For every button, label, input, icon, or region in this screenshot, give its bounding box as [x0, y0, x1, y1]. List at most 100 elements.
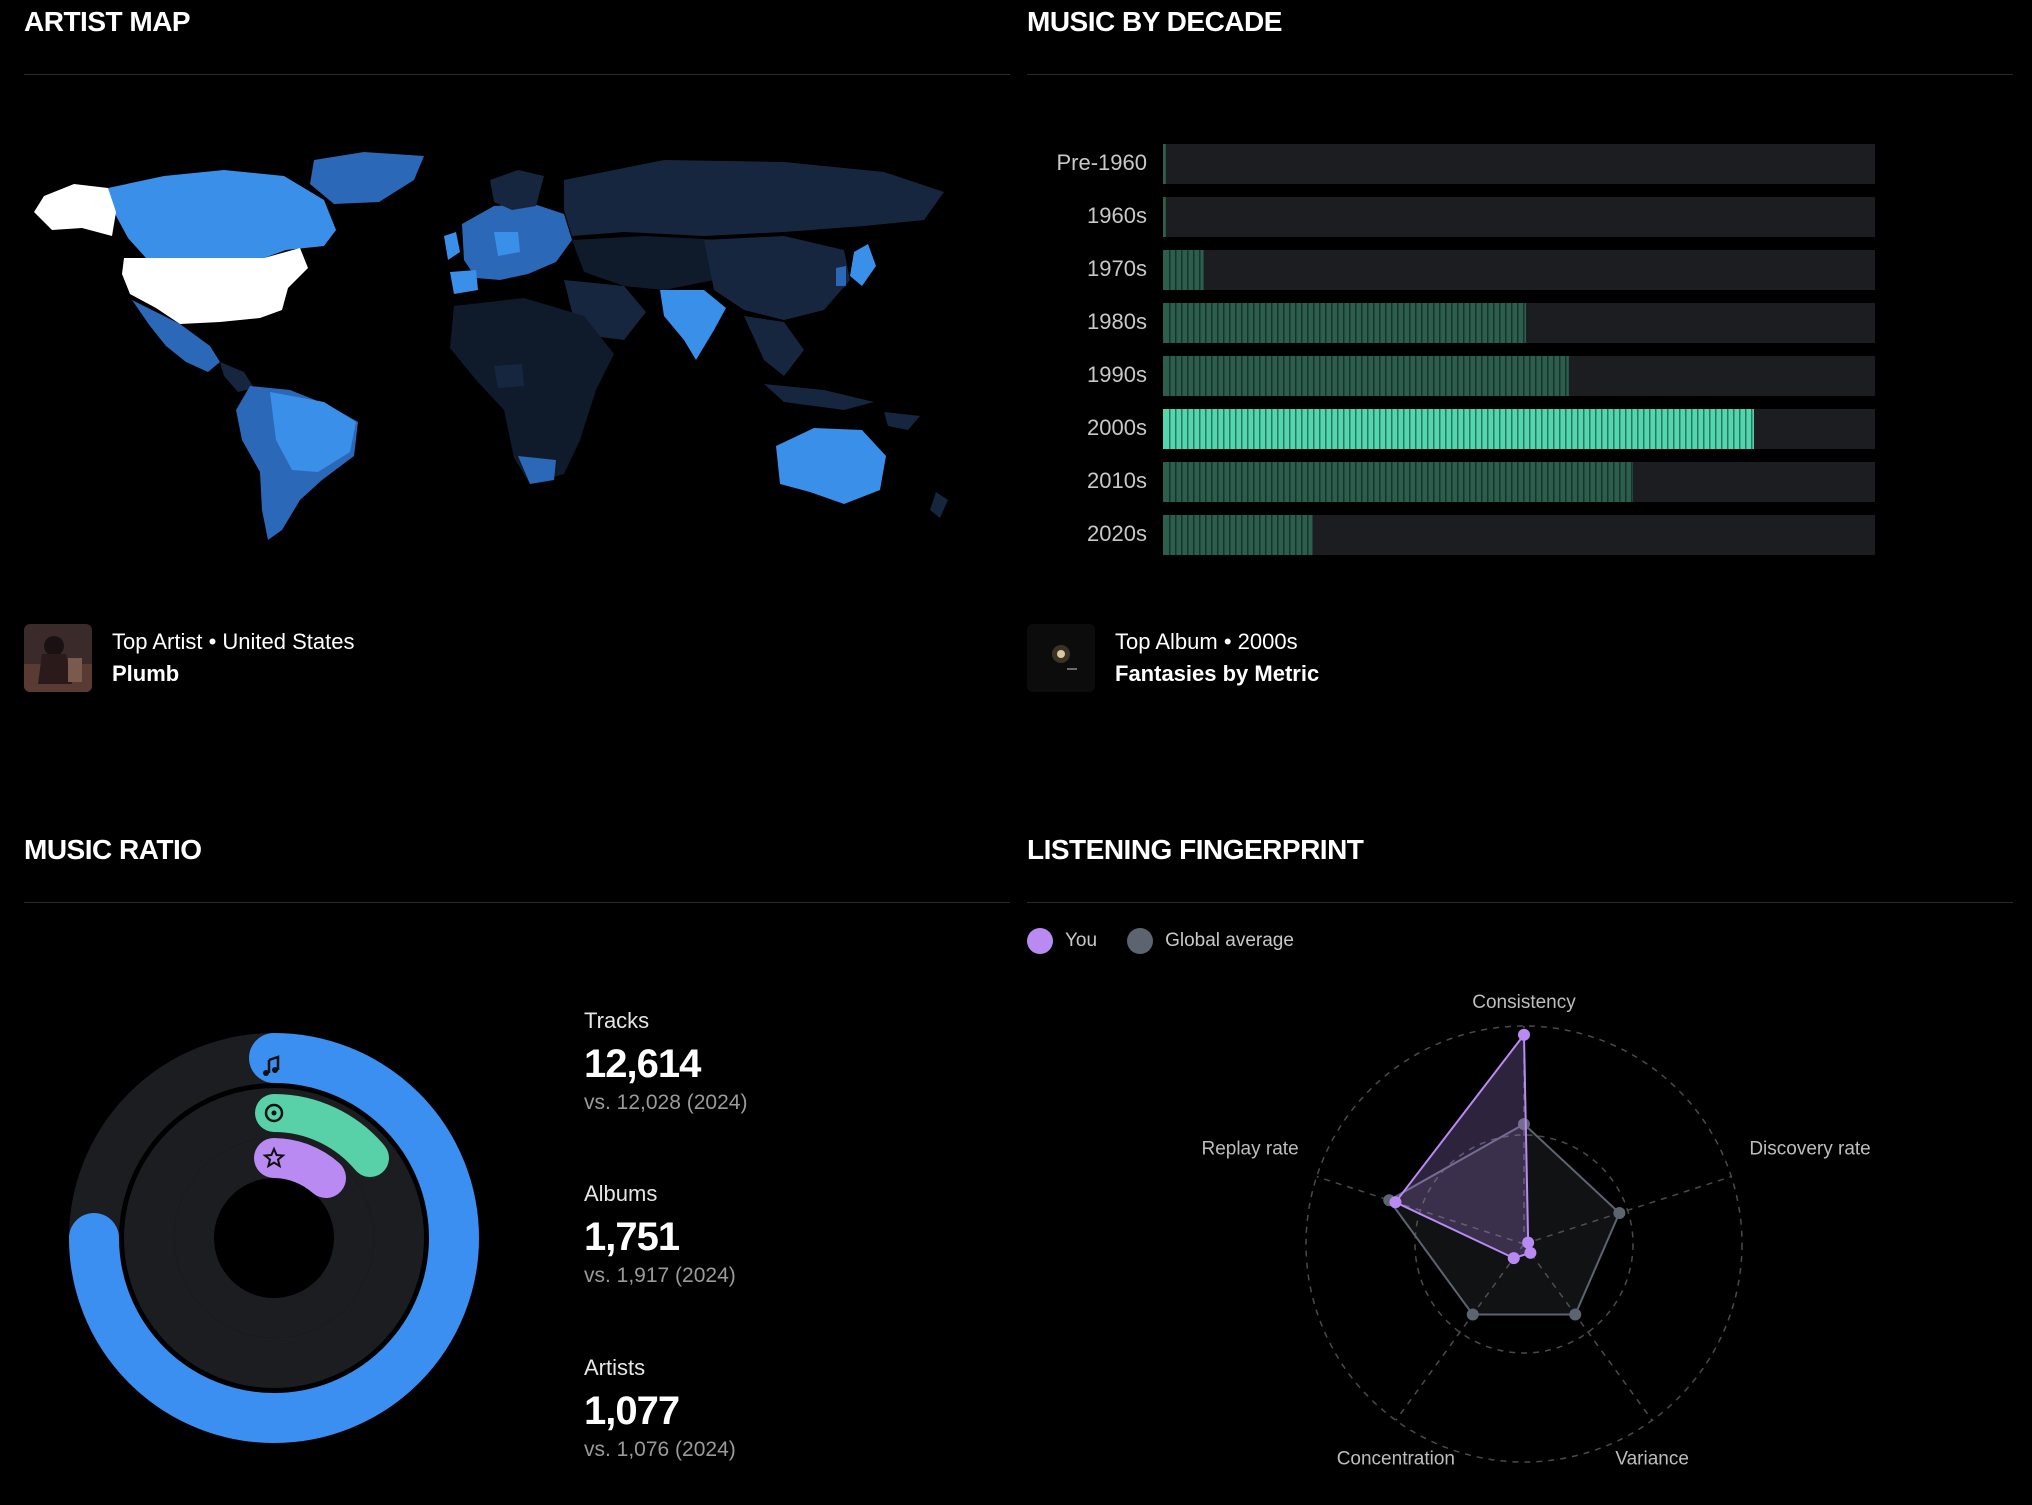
radar-axis-line [1523, 1243, 1653, 1421]
radar-point[interactable] [1507, 1252, 1520, 1265]
decade-bar-pre-1960[interactable] [1163, 144, 1166, 184]
decade-label: 1980s [1087, 309, 1147, 334]
star-icon [262, 1146, 286, 1169]
top-artist-name[interactable]: Plumb [112, 661, 180, 686]
top-artist-card[interactable]: Top Artist • United States Plumb [24, 624, 354, 692]
album-icon [264, 1103, 284, 1123]
map-region-china [704, 236, 850, 320]
map-region-alaska [34, 184, 116, 236]
map-region-png [884, 412, 920, 430]
map-region-japan [850, 244, 876, 286]
map-region-iberia [450, 270, 478, 294]
listening-fingerprint-title: LISTENING FINGERPRINT [1027, 834, 1364, 865]
map-region-nigeria [494, 364, 524, 388]
stat-albums: Albums 1,751 vs. 1,917 (2024) [584, 1181, 736, 1288]
map-region-india [660, 290, 726, 360]
decade-label: 2010s [1087, 468, 1147, 493]
radar-point[interactable] [1466, 1308, 1479, 1321]
map-region-russia [564, 160, 944, 236]
decade-bar-1970s[interactable] [1163, 250, 1204, 290]
music-ratio-panel: MUSIC RATIO Tracks 12,614 vs. 12,028 (20… [24, 828, 1010, 1500]
stat-label: Albums [584, 1181, 658, 1206]
map-region-germany [494, 232, 520, 256]
stat-tracks: Tracks 12,614 vs. 12,028 (2024) [584, 1008, 747, 1115]
stat-label: Artists [584, 1355, 646, 1380]
world-map[interactable] [24, 140, 984, 560]
map-region-greenland [310, 152, 424, 204]
artist-map-title: ARTIST MAP [24, 6, 191, 37]
map-region-mexico [132, 300, 220, 372]
radar-svg: Consistency Discovery rate Variance Concent… [1201, 992, 1870, 1469]
ring-albums [255, 1094, 389, 1177]
album-cover [1027, 624, 1095, 692]
decade-bar-2000s[interactable] [1163, 409, 1754, 449]
map-region-brazil [270, 392, 356, 472]
radar-point[interactable] [1522, 1236, 1535, 1249]
divider [24, 74, 1010, 75]
map-region-africa [450, 298, 614, 484]
radar-axis-label: Replay rate [1201, 1139, 1298, 1160]
stat-compare: vs. 1,076 (2024) [584, 1438, 736, 1461]
radar-axis-label: Consistency [1472, 992, 1576, 1013]
stat-compare: vs. 1,917 (2024) [584, 1264, 736, 1287]
radar-axis-label: Concentration [1337, 1448, 1455, 1469]
radar-chart[interactable]: Consistency Discovery rate Variance Concent… [1027, 968, 2013, 1500]
radar-grid-ring [1305, 1025, 1743, 1463]
radar-point[interactable] [1613, 1207, 1626, 1220]
radar-axis-label: Variance [1615, 1448, 1689, 1469]
decade-bar-2020s[interactable] [1163, 515, 1313, 555]
music-by-decade-panel: MUSIC BY DECADE Pre-1960 1960s 1970s 1980s 1… [1027, 0, 2013, 760]
radar-axis-line [1395, 1243, 1525, 1421]
map-region-canada [108, 170, 336, 258]
decade-bar-1990s[interactable] [1163, 356, 1569, 396]
map-region-uk [444, 232, 460, 260]
map-region-scandinavia [490, 170, 544, 210]
top-album-name[interactable]: Fantasies by Metric [1115, 661, 1320, 686]
divider [24, 902, 1010, 903]
stat-label: Tracks [584, 1008, 650, 1033]
decade-bar-track [1163, 144, 1875, 184]
artist-map-panel: ARTIST MAP [24, 0, 1010, 760]
ratio-ring-chart[interactable] [64, 1028, 484, 1448]
stat-value: 1,077 [584, 1389, 680, 1433]
ring-artists [254, 1138, 346, 1198]
radar-point[interactable] [1518, 1118, 1530, 1131]
map-region-indonesia [764, 384, 874, 410]
radar-point[interactable] [1518, 1028, 1530, 1041]
map-region-korea [836, 266, 846, 286]
legend-item-you[interactable]: You [1027, 928, 1097, 954]
legend-label: Global average [1165, 930, 1294, 951]
legend-label: You [1065, 930, 1098, 951]
stat-value: 1,751 [584, 1215, 680, 1259]
ring-tracks [69, 1033, 479, 1443]
listening-fingerprint-panel: LISTENING FINGERPRINT You Global average… [1027, 828, 2013, 1500]
radar-series-you[interactable] [1393, 1031, 1532, 1260]
radar-axis-label: Discovery rate [1749, 1139, 1870, 1160]
decade-bar-1980s[interactable] [1163, 303, 1527, 343]
top-album-caption: Top Album • 2000s [1115, 629, 1298, 654]
radar-series-global-average[interactable] [1387, 1122, 1621, 1316]
decade-bar-1960s[interactable] [1163, 197, 1166, 237]
decade-label: Pre-1960 [1056, 150, 1147, 175]
decade-bar-2010s[interactable] [1163, 462, 1633, 502]
radar-point[interactable] [1524, 1246, 1537, 1259]
radar-point[interactable] [1569, 1308, 1582, 1321]
radar-point[interactable] [1389, 1196, 1402, 1209]
divider [1027, 74, 2013, 75]
legend-item-global-average[interactable]: Global average [1127, 928, 1294, 954]
map-region-central-asia [572, 236, 724, 290]
decade-bar-chart: Pre-1960 1960s 1970s 1980s 1990s 2000s 2010s 20… [1027, 0, 2013, 580]
map-region-usa [122, 248, 308, 324]
music-note-icon [263, 1055, 280, 1076]
stat-value: 12,614 [584, 1042, 701, 1086]
top-album-card[interactable]: Top Album • 2000s Fantasies by Metric [1027, 624, 1319, 692]
radar-axis-line [1523, 1175, 1732, 1245]
radar-grid-ring [1414, 1134, 1634, 1354]
decade-bar-track [1163, 250, 1875, 290]
stat-compare: vs. 12,028 (2024) [584, 1091, 748, 1114]
map-region-central-america [220, 362, 254, 392]
decade-label: 2000s [1087, 415, 1147, 440]
decade-label: 2020s [1087, 521, 1147, 546]
divider [1027, 902, 2013, 903]
legend-swatch [1127, 928, 1154, 954]
